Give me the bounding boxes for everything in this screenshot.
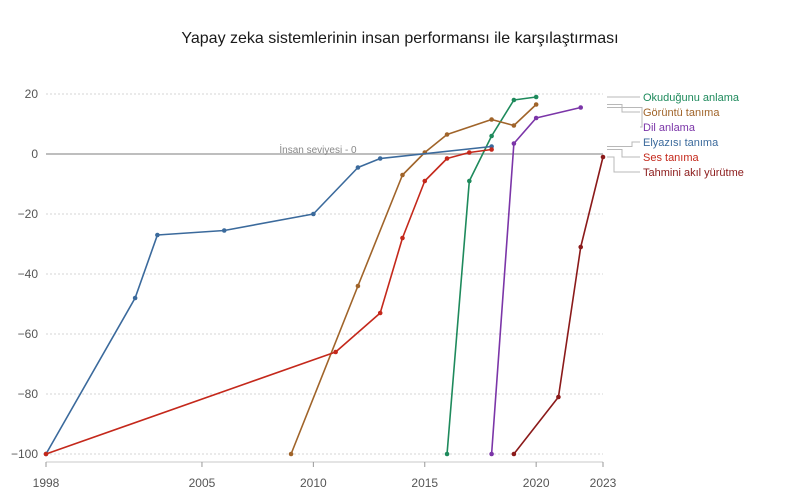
data-point [533,102,539,107]
data-point [444,451,450,457]
data-point [43,451,49,457]
data-point [600,154,606,160]
series-line [45,148,492,455]
data-point [467,150,472,155]
data-point [489,451,494,457]
data-point [511,451,517,457]
y-tick-label: 0 [31,147,38,161]
data-point [377,156,383,161]
y-tick-label: 20 [25,87,39,101]
data-point [511,123,517,128]
data-point [489,133,494,139]
data-point [489,147,494,152]
data-point [377,310,383,316]
legend-label: Dil anlama [643,122,696,134]
x-tick-label: 2015 [411,476,438,490]
data-point [511,97,517,103]
grid-layer [46,93,603,455]
series-line [513,156,604,455]
x-tick-label: 1998 [33,476,60,490]
y-tick-label: −20 [18,207,39,221]
data-point [533,94,539,100]
data-point [355,165,361,170]
data-point [155,232,160,238]
legend-leader-line [607,149,640,158]
data-point [355,283,361,289]
legend-leader-line [607,156,640,173]
legend-label: Tahmini akıl yürütme [643,167,744,179]
legend-label: Elyazısı tanıma [643,137,719,149]
data-point [467,178,472,184]
x-tick-label: 2023 [590,476,617,490]
reference-layer: İnsan seviyesi - 0 [46,143,603,156]
series-layer [43,94,606,457]
data-point [556,394,561,400]
chart-title: Yapay zeka sistemlerinin insan performan… [181,30,619,47]
data-point [489,117,494,122]
x-tick-label: 2005 [189,476,216,490]
axis-layer: 20 0 −20 −40 −60 −80 −100 1998 2005 2010 2015 2020 2… [11,87,617,490]
series-line [45,145,492,455]
series-line [490,106,581,455]
human-level-label: İnsan seviyesi - 0 [279,143,357,156]
legend-leader-line [607,104,640,113]
data-point [333,349,338,355]
data-point [444,156,450,161]
data-point [578,105,584,110]
series-line [290,103,537,455]
y-tick-label: −60 [18,327,39,341]
data-point [221,228,227,233]
legend-label: Görüntü tanıma [643,107,720,119]
legend-leader-line [607,141,640,147]
data-point [400,172,405,178]
data-point [311,211,316,217]
data-point [444,132,450,137]
legend-leader-line [607,107,643,128]
x-tick-label: 2010 [300,476,327,490]
y-tick-label: −40 [18,267,39,281]
legend-layer: Okuduğunu anlama Görüntü tanıma Dil anlama… [607,92,744,179]
data-point [132,295,138,301]
data-point [533,115,539,121]
legend-label: Ses tanıma [643,152,700,164]
data-point [288,451,294,457]
data-point [422,178,428,184]
y-tick-label: −80 [18,387,39,401]
x-tick-label: 2020 [523,476,550,490]
data-point [511,141,517,146]
y-tick-label: −100 [11,447,38,461]
legend-label: Okuduğunu anlama [643,92,740,104]
data-point [400,235,405,241]
data-point [578,244,584,250]
